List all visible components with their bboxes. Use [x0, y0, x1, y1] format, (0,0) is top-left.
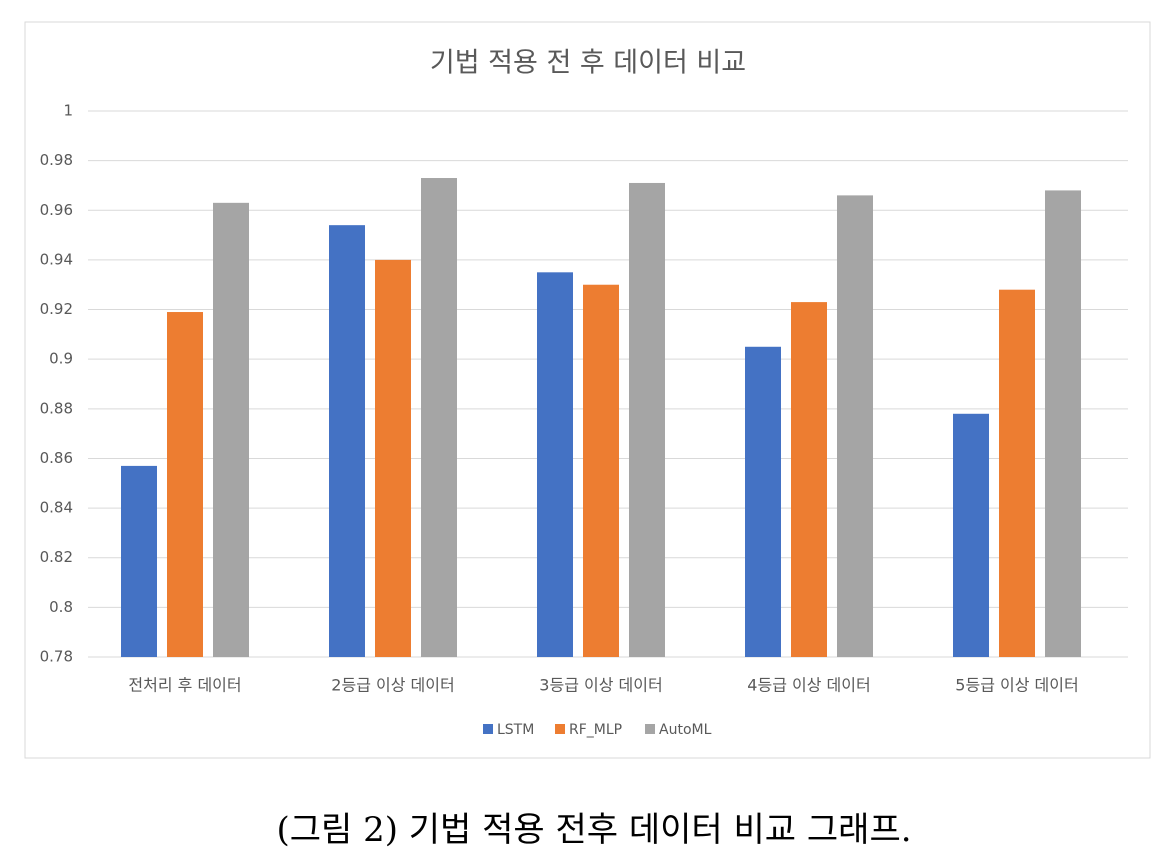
legend-swatch	[645, 724, 655, 734]
legend-swatch	[555, 724, 565, 734]
bar	[791, 302, 827, 657]
y-tick-label: 0.84	[40, 499, 73, 517]
bar	[213, 202, 249, 657]
y-tick-label: 0.8	[49, 598, 73, 616]
bar	[745, 346, 781, 657]
x-tick-label: 3등급 이상 데이터	[539, 676, 662, 695]
y-tick-label: 0.78	[40, 648, 73, 666]
y-tick-label: 1	[63, 102, 73, 120]
y-tick-label: 0.9	[49, 350, 73, 368]
bar	[837, 195, 873, 657]
bar	[629, 182, 665, 658]
legend-label: LSTM	[497, 722, 534, 738]
bar	[1045, 190, 1081, 657]
bar	[999, 289, 1035, 657]
bar	[421, 178, 457, 657]
bar	[537, 272, 573, 657]
y-tick-label: 0.92	[40, 300, 73, 318]
y-tick-label: 0.94	[40, 250, 73, 268]
bar	[375, 259, 411, 657]
y-tick-label: 0.96	[40, 201, 73, 219]
y-tick-label: 0.82	[40, 548, 73, 566]
bar	[167, 312, 203, 657]
x-tick-label: 2등급 이상 데이터	[331, 676, 454, 695]
y-tick-label: 0.88	[40, 399, 73, 417]
bar	[953, 413, 989, 657]
legend-swatch	[483, 724, 493, 734]
x-tick-label: 전처리 후 데이터	[128, 676, 241, 695]
chart-title: 기법 적용 전 후 데이터 비교	[430, 48, 746, 79]
legend-label: RF_MLP	[569, 722, 622, 738]
bar	[121, 465, 157, 657]
y-tick-label: 0.98	[40, 151, 73, 169]
x-tick-label: 5등급 이상 데이터	[955, 676, 1078, 695]
bar	[583, 284, 619, 657]
figure-caption: (그림 2) 기법 적용 전후 데이터 비교 그래프.	[276, 810, 911, 850]
y-tick-label: 0.86	[40, 449, 73, 467]
legend-label: AutoML	[659, 722, 712, 738]
x-tick-label: 4등급 이상 데이터	[747, 676, 870, 695]
bar	[329, 225, 365, 657]
